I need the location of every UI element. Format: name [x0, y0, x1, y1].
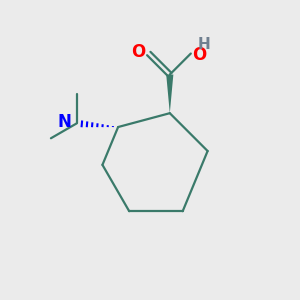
Text: O: O	[192, 46, 206, 64]
Polygon shape	[166, 74, 173, 113]
Text: H: H	[198, 37, 211, 52]
Text: O: O	[131, 43, 145, 61]
Text: N: N	[57, 113, 71, 131]
